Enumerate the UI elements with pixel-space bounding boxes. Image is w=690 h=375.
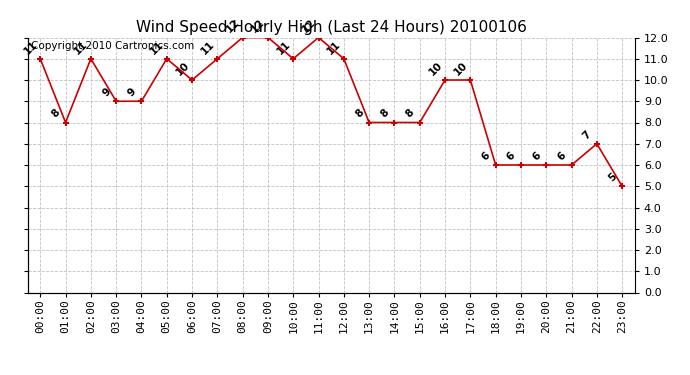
Text: 8: 8 bbox=[353, 108, 366, 120]
Text: 8: 8 bbox=[50, 108, 62, 120]
Text: 6: 6 bbox=[555, 150, 568, 162]
Text: 10: 10 bbox=[174, 60, 191, 77]
Text: 5: 5 bbox=[607, 171, 618, 183]
Text: 6: 6 bbox=[531, 150, 542, 162]
Text: 11: 11 bbox=[22, 39, 39, 56]
Text: 9: 9 bbox=[126, 86, 138, 99]
Text: 11: 11 bbox=[275, 39, 292, 56]
Text: 8: 8 bbox=[379, 108, 391, 120]
Text: 11: 11 bbox=[72, 39, 90, 56]
Text: 12: 12 bbox=[250, 17, 267, 35]
Text: Copyright 2010 Cartronics.com: Copyright 2010 Cartronics.com bbox=[30, 41, 194, 51]
Text: 6: 6 bbox=[505, 150, 518, 162]
Title: Wind Speed Hourly High (Last 24 Hours) 20100106: Wind Speed Hourly High (Last 24 Hours) 2… bbox=[136, 20, 526, 35]
Text: 10: 10 bbox=[452, 60, 469, 77]
Text: 11: 11 bbox=[199, 39, 216, 56]
Text: 10: 10 bbox=[426, 60, 444, 77]
Text: 7: 7 bbox=[581, 129, 593, 141]
Text: 6: 6 bbox=[480, 150, 492, 162]
Text: 11: 11 bbox=[326, 39, 343, 56]
Text: 11: 11 bbox=[148, 39, 166, 56]
Text: 12: 12 bbox=[300, 17, 317, 35]
Text: 9: 9 bbox=[100, 86, 112, 99]
Text: 12: 12 bbox=[224, 17, 241, 35]
Text: 8: 8 bbox=[404, 108, 416, 120]
